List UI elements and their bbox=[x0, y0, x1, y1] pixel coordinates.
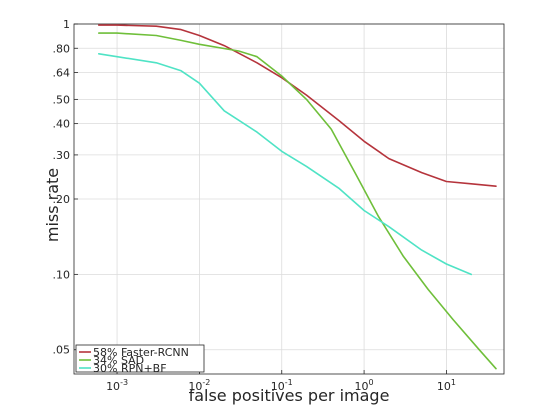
y-tick-label: .10 bbox=[53, 268, 71, 281]
y-tick-label: .30 bbox=[53, 149, 71, 162]
x-tick-label: 10-3 bbox=[106, 378, 128, 393]
y-tick-label: .05 bbox=[53, 344, 71, 357]
grid bbox=[74, 23, 504, 374]
y-tick-label: .80 bbox=[53, 42, 71, 55]
series-line bbox=[98, 32, 497, 370]
legend-label: 58% Faster-RCNN bbox=[93, 346, 189, 359]
legend-box bbox=[75, 344, 205, 373]
x-tick-label: 100 bbox=[355, 378, 374, 393]
y-tick-label: .20 bbox=[53, 193, 71, 206]
y-axis-label: miss rate bbox=[43, 168, 62, 242]
x-axis-label: false positives per image bbox=[189, 386, 390, 405]
legend-label: 30% RPN+BF bbox=[93, 362, 167, 375]
y-axis-ticks: .05 .10 .20 .30 .40 .50 .64 .80 1 bbox=[53, 18, 78, 357]
legend-label: 34% SAD bbox=[93, 354, 144, 367]
x-tick-label: 10-1 bbox=[271, 378, 293, 393]
series-lines bbox=[98, 24, 497, 370]
y-tick-label: .40 bbox=[53, 118, 71, 131]
y-tick-label: 1 bbox=[63, 18, 70, 31]
series-line bbox=[98, 24, 497, 187]
y-tick-label: .64 bbox=[53, 67, 71, 80]
x-tick-label: 101 bbox=[437, 378, 456, 393]
series-line bbox=[98, 52, 473, 276]
x-tick-label: 10-2 bbox=[188, 378, 210, 393]
y-tick-label: .50 bbox=[53, 93, 71, 106]
x-axis-ticks: 10-3 10-2 10-1 100 101 bbox=[106, 370, 456, 393]
